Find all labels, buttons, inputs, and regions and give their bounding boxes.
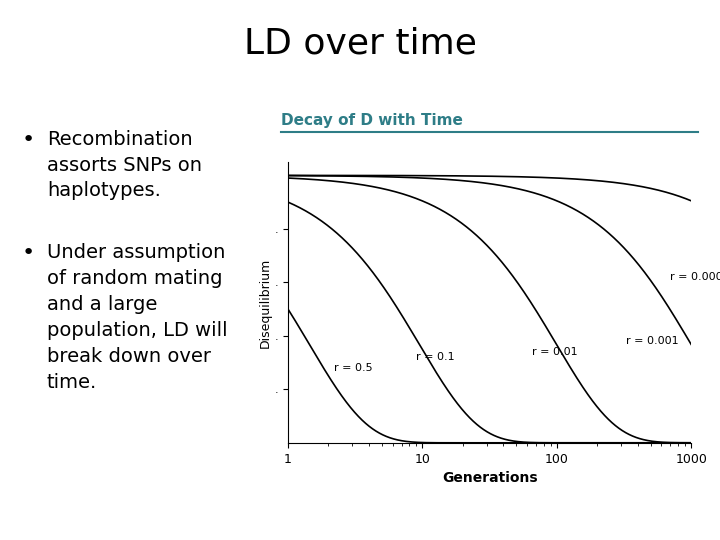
Text: Recombination: Recombination xyxy=(47,130,192,148)
Text: r = 0.5: r = 0.5 xyxy=(334,363,373,373)
Text: •: • xyxy=(22,243,35,263)
Text: r = 0.0001: r = 0.0001 xyxy=(670,272,720,282)
Text: r = 0.1: r = 0.1 xyxy=(416,352,455,362)
Text: break down over: break down over xyxy=(47,347,211,366)
Text: assorts SNPs on: assorts SNPs on xyxy=(47,156,202,174)
Y-axis label: Disequilibrium: Disequilibrium xyxy=(259,257,272,348)
Text: Decay of D with Time: Decay of D with Time xyxy=(281,113,463,129)
Text: and a large: and a large xyxy=(47,295,157,314)
Text: haplotypes.: haplotypes. xyxy=(47,181,161,200)
Text: •: • xyxy=(22,130,35,150)
Text: LD over time: LD over time xyxy=(243,27,477,61)
Text: of random mating: of random mating xyxy=(47,269,222,288)
X-axis label: Generations: Generations xyxy=(442,471,537,485)
Text: population, LD will: population, LD will xyxy=(47,321,228,340)
Text: Under assumption: Under assumption xyxy=(47,243,225,262)
Text: r = 0.001: r = 0.001 xyxy=(626,336,679,346)
Text: r = 0.01: r = 0.01 xyxy=(531,347,577,357)
Text: time.: time. xyxy=(47,373,97,392)
